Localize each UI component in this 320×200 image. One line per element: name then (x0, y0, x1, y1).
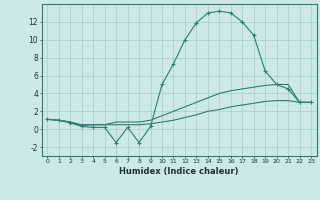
X-axis label: Humidex (Indice chaleur): Humidex (Indice chaleur) (119, 167, 239, 176)
